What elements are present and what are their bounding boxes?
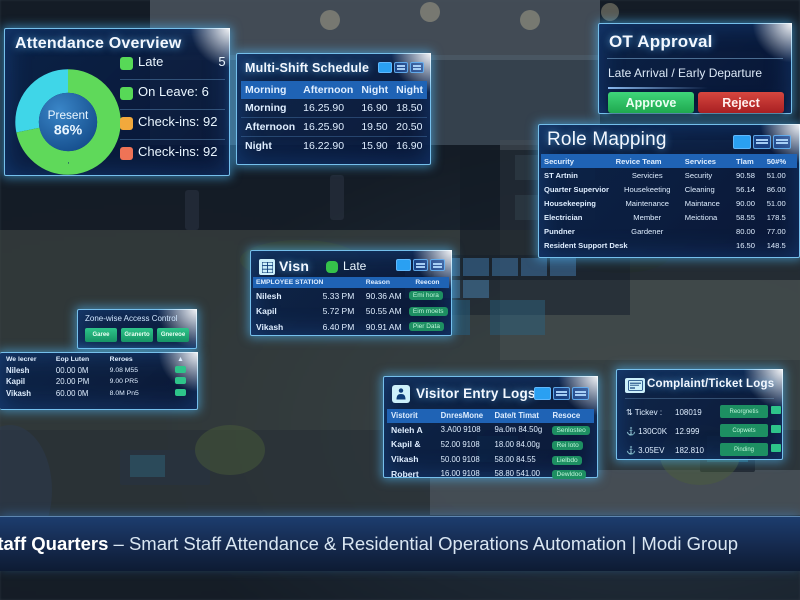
svg-text:86%: 86% [54, 123, 83, 139]
svg-text:Present: Present [48, 108, 89, 122]
